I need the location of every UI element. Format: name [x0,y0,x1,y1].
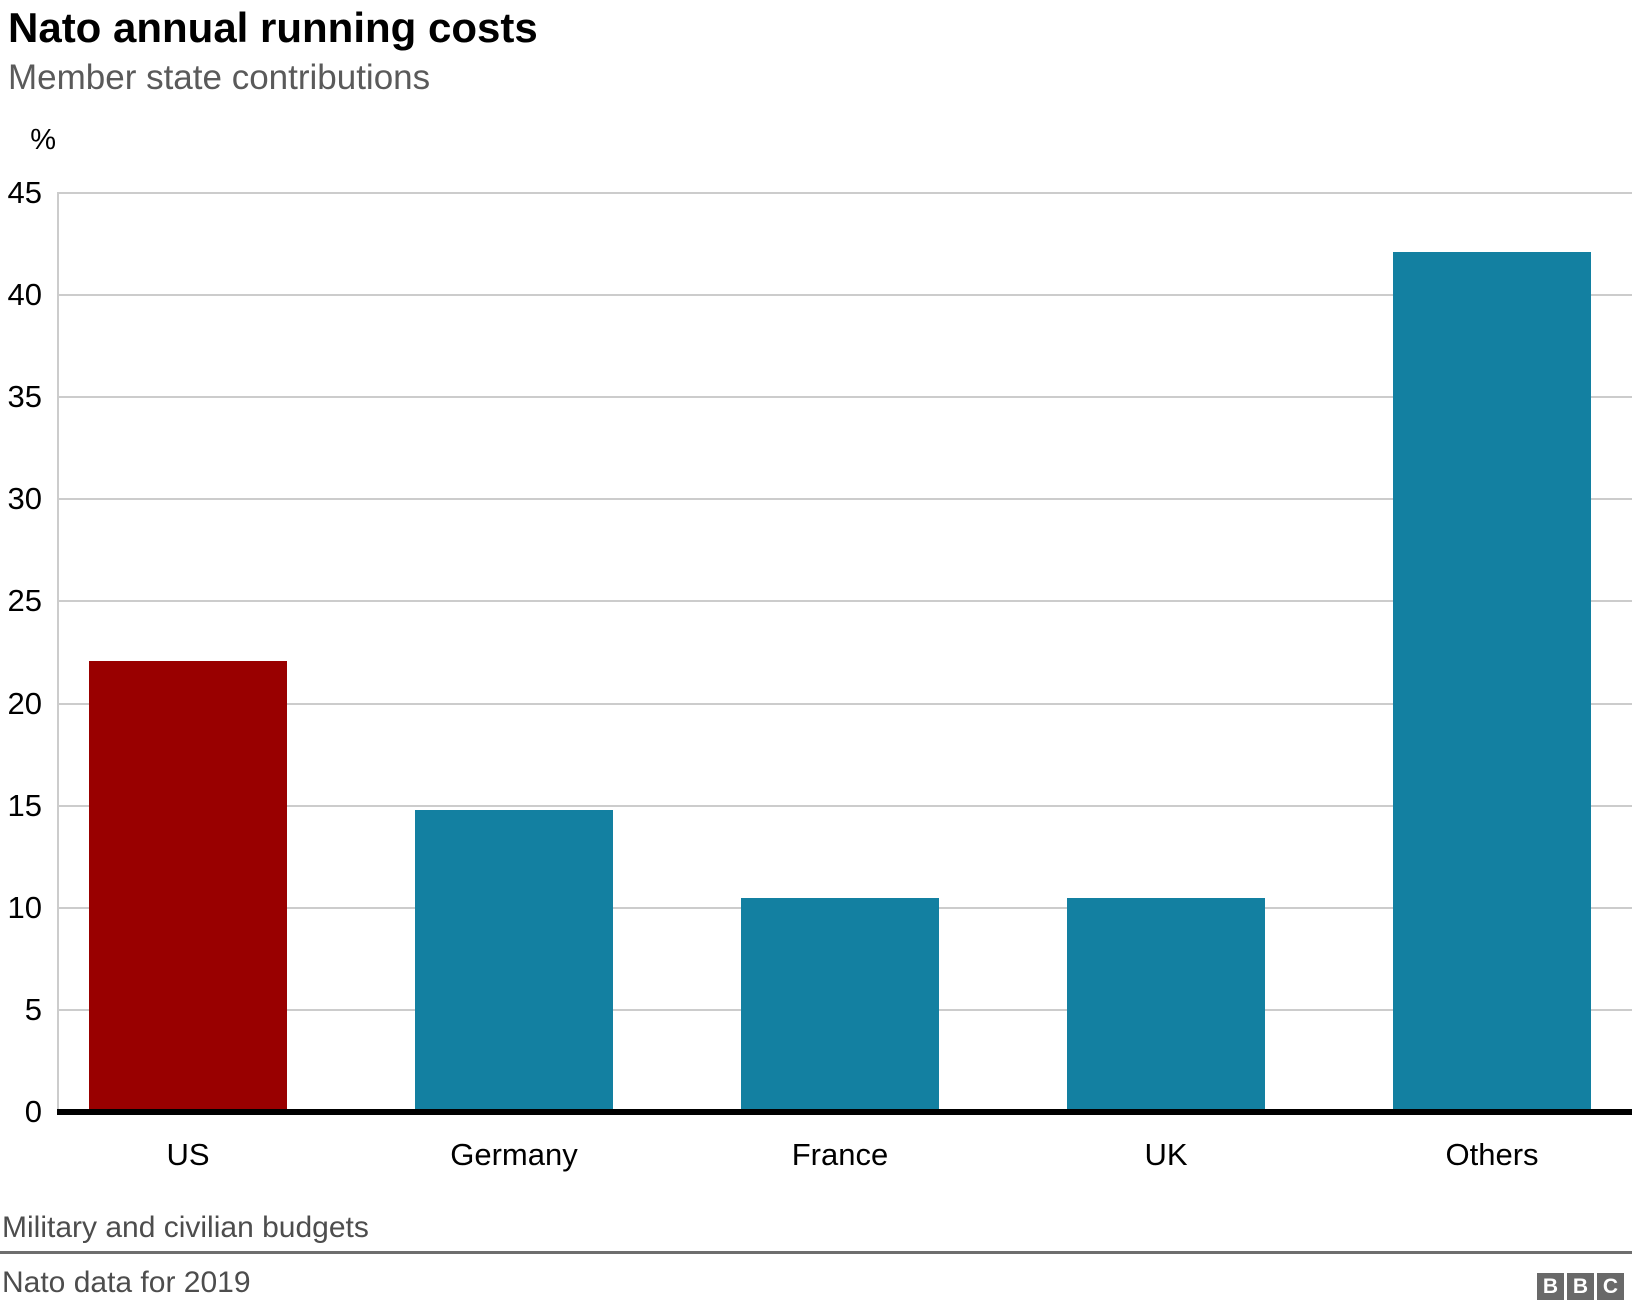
x-axis-label-us: US [166,1137,210,1172]
chart-title: Nato annual running costs [8,4,538,51]
gridline-20 [57,703,1632,705]
chart-subtitle: Member state contributions [8,58,431,97]
gridline-45 [57,192,1632,194]
bar-france [741,898,939,1112]
gridline-25 [57,600,1632,602]
footer-divider [0,1251,1632,1254]
y-axis-tick-label-0: 0 [24,1094,42,1129]
bbc-logo-block-b2: B [1567,1273,1594,1300]
y-axis-tick-labels: 45 40 35 30 25 20 15 10 5 0 [0,175,42,1129]
y-axis-tick-label-5: 5 [24,992,42,1027]
y-axis-tick-label-30: 30 [7,481,42,516]
plot-area [57,192,1632,1112]
bar-others [1393,252,1591,1112]
bbc-logo-block-b1: B [1537,1273,1564,1300]
footer-source: Nato data for 2019 [2,1266,251,1299]
bar-us [89,661,287,1112]
y-axis-tick-label-40: 40 [7,277,42,312]
x-axis-labels: US Germany France UK Others [57,1136,1632,1178]
gridline-30 [57,498,1632,500]
bbc-logo-block-c: C [1597,1273,1624,1300]
x-axis-line [57,1109,1632,1115]
y-axis-tick-label-10: 10 [7,890,42,925]
x-axis-label-france: France [791,1137,889,1172]
y-axis-line [57,193,59,1112]
y-axis-tick-label-35: 35 [7,379,42,414]
gridline-15 [57,805,1632,807]
x-axis-label-others: Others [1445,1137,1539,1172]
y-axis-unit-label: % [30,124,56,156]
footer-note: Military and civilian budgets [2,1211,369,1244]
x-axis-label-uk: UK [1144,1137,1188,1172]
bar-germany [415,810,613,1112]
y-axis-tick-label-15: 15 [7,788,42,823]
bar-uk [1067,898,1265,1112]
y-axis-tick-label-45: 45 [7,175,42,210]
y-axis-tick-label-20: 20 [7,686,42,721]
bbc-logo: B B C [1537,1273,1624,1300]
gridline-35 [57,396,1632,398]
gridline-40 [57,294,1632,296]
x-axis-label-germany: Germany [450,1137,578,1172]
y-axis-tick-label-25: 25 [7,583,42,618]
